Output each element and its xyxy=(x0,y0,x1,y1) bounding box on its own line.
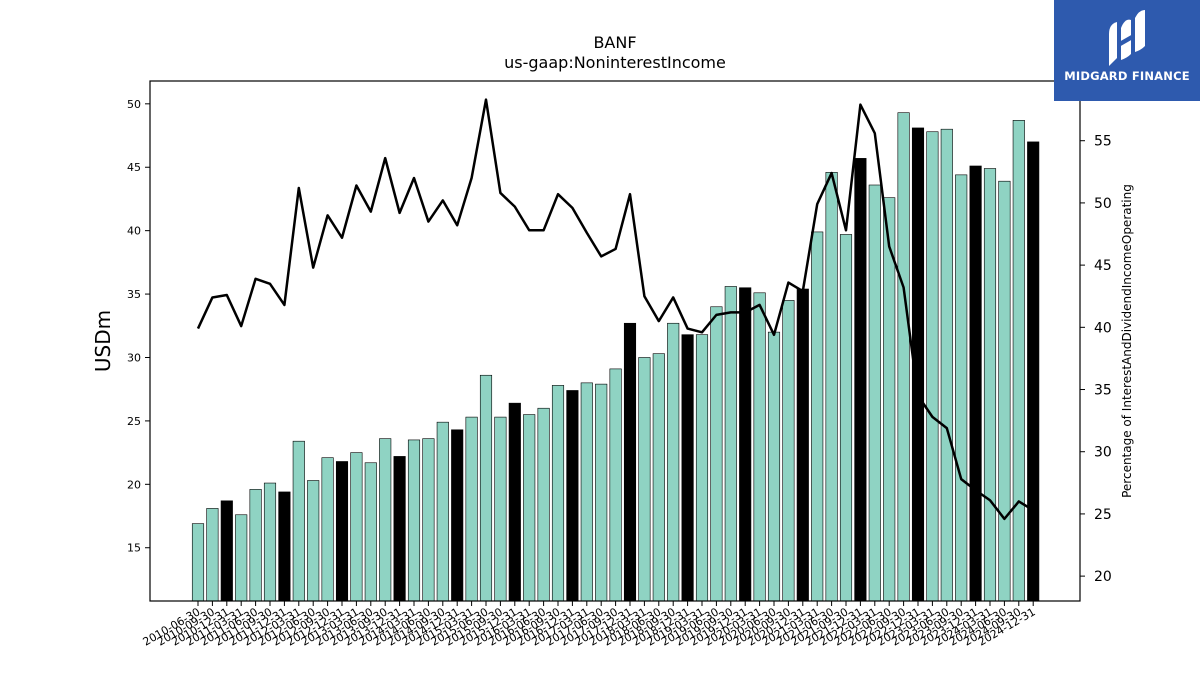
bar-2023-09-30 xyxy=(955,174,968,602)
bar-2015-12-31 xyxy=(508,402,521,602)
bar-2014-09-30 xyxy=(436,421,449,602)
bar-2016-06-30 xyxy=(537,407,550,602)
y-tick-label: 40 xyxy=(127,225,141,238)
line-series xyxy=(196,98,1034,521)
bar-2021-12-31 xyxy=(854,158,867,602)
bar-2024-06-30 xyxy=(998,180,1011,602)
bar-2021-03-31 xyxy=(811,231,824,602)
bar-2014-06-30 xyxy=(422,438,435,602)
bar-2024-09-30 xyxy=(1012,120,1025,602)
plot-frame xyxy=(149,80,1081,602)
bar-2024-12-31 xyxy=(1027,141,1040,602)
bar-2013-06-30 xyxy=(364,462,377,602)
y-tick-label: 25 xyxy=(127,415,141,428)
bar-2023-12-31 xyxy=(969,165,982,602)
bar-2015-09-30 xyxy=(494,416,507,602)
y2-tick-label: 50 xyxy=(1094,196,1112,212)
bar-2011-09-30 xyxy=(263,482,277,602)
bar-2020-06-30 xyxy=(767,331,781,602)
y-axis-right: 20 25 30 35 40 45 50 55 xyxy=(1080,134,1112,585)
y-tick-label: 15 xyxy=(127,542,141,555)
y-tick-label: 50 xyxy=(127,98,141,111)
bar-2016-09-30 xyxy=(551,385,565,602)
bar-2012-12-31 xyxy=(335,461,349,602)
bar-2019-12-31 xyxy=(739,287,752,602)
y-tick-label: 35 xyxy=(127,288,141,301)
bar-2019-03-31 xyxy=(695,334,709,602)
bar-2017-03-31 xyxy=(580,382,593,602)
y2-tick-label: 35 xyxy=(1094,383,1112,399)
bar-2011-12-31 xyxy=(278,491,291,602)
y2-tick-label: 55 xyxy=(1094,134,1112,150)
bar-2011-06-30 xyxy=(249,489,262,602)
y-axis-label: USDm xyxy=(91,310,115,372)
bar-2015-06-30 xyxy=(479,374,493,602)
bar-2024-03-31 xyxy=(983,168,997,602)
bar-2018-09-30 xyxy=(667,322,680,602)
bar-2017-06-30 xyxy=(595,383,608,602)
brand-logo: MIDGARD FINANCE xyxy=(1054,0,1200,101)
bar-2018-03-31 xyxy=(638,357,651,602)
bar-2019-09-30 xyxy=(724,286,737,602)
bar-2016-12-31 xyxy=(566,390,579,602)
bar-2010-06-30 xyxy=(191,523,205,602)
bar-2018-12-31 xyxy=(681,334,694,602)
bar-2010-09-30 xyxy=(206,508,219,602)
bar-2023-03-31 xyxy=(926,131,939,602)
bar-2012-09-30 xyxy=(321,457,334,602)
bar-2011-03-31 xyxy=(235,514,248,602)
y-tick-label: 30 xyxy=(127,351,141,364)
bar-2020-03-31 xyxy=(753,292,766,602)
chart-subtitle: us-gaap:NoninterestIncome xyxy=(504,53,726,72)
bar-2021-09-30 xyxy=(839,234,853,602)
bar-2014-12-31 xyxy=(451,429,464,602)
bar-2022-03-31 xyxy=(868,184,881,602)
y-tick-label: 20 xyxy=(127,478,141,491)
bar-2022-09-30 xyxy=(897,112,910,602)
x-axis: 2010-06-302010-09-302010-12-312011-03-31… xyxy=(141,601,1038,649)
bar-2012-03-31 xyxy=(292,440,305,602)
y-axis-left: 15 20 25 30 35 40 45 50 xyxy=(127,98,150,555)
midgard-logo-icon xyxy=(1109,10,1145,66)
brand-name: MIDGARD FINANCE xyxy=(1064,69,1190,83)
y-tick-label: 45 xyxy=(127,161,141,174)
y2-tick-label: 20 xyxy=(1094,569,1112,585)
bar-2013-12-31 xyxy=(393,456,406,602)
bar-2015-03-31 xyxy=(465,416,478,602)
chart-title: BANF xyxy=(593,33,636,52)
bar-2017-12-31 xyxy=(623,322,637,602)
bar-2023-06-30 xyxy=(940,128,953,602)
y2-tick-label: 25 xyxy=(1094,507,1112,523)
bar-2018-06-30 xyxy=(652,353,665,602)
y2-tick-label: 30 xyxy=(1094,445,1112,461)
bar-2016-03-31 xyxy=(523,414,536,602)
bar-2013-09-30 xyxy=(379,438,392,602)
bar-2012-06-30 xyxy=(307,480,320,602)
bar-series xyxy=(191,112,1040,602)
bar-2019-06-30 xyxy=(710,306,723,602)
bar-2020-12-31 xyxy=(796,288,809,602)
bar-2021-06-30 xyxy=(825,172,838,602)
y2-tick-label: 45 xyxy=(1094,258,1112,274)
bar-2010-12-31 xyxy=(220,500,233,602)
bar-2017-09-30 xyxy=(609,368,622,602)
bar-2020-09-30 xyxy=(782,300,795,602)
y2-axis-label: Percentage of InterestAndDividendIncomeO… xyxy=(1120,184,1134,498)
bar-2013-03-31 xyxy=(350,452,363,602)
y2-tick-label: 40 xyxy=(1094,320,1112,336)
line-path xyxy=(196,98,1034,521)
bar-2014-03-31 xyxy=(407,439,421,602)
